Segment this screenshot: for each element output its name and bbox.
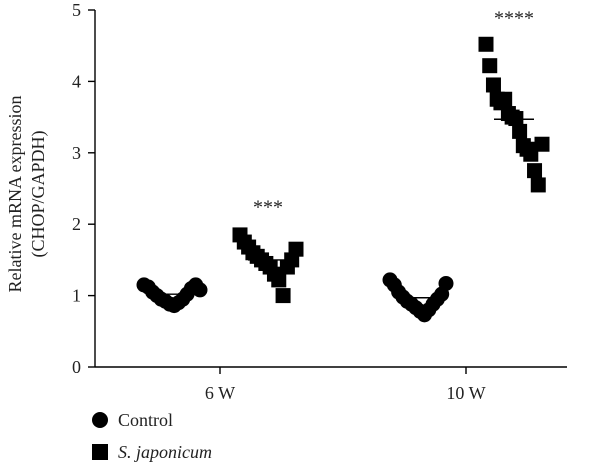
y-tick-label: 3 (72, 143, 81, 163)
legend-label-s-japonicum: S. japonicum (118, 442, 212, 462)
legend: Control S. japonicum (92, 410, 212, 462)
y-axis-label-line1: Relative mRNA expression (5, 96, 25, 293)
data-point-control (438, 275, 454, 291)
data-point-s-japonicum (288, 241, 304, 257)
y-tick-label: 0 (72, 357, 81, 377)
data-point-s-japonicum (530, 177, 546, 193)
y-tick-label: 5 (72, 0, 81, 20)
data-point-s-japonicum (512, 123, 528, 139)
significance-annotations: ******* (253, 7, 534, 218)
significance-label: **** (494, 7, 534, 29)
x-tick-label: 6 W (205, 383, 235, 403)
data-point-s-japonicum (527, 163, 543, 179)
legend-marker-s-japonicum (92, 444, 108, 460)
legend-marker-control (92, 412, 108, 428)
data-point-s-japonicum (485, 77, 501, 93)
axes: 0 1 2 3 4 5 6 W 10 W (72, 0, 567, 403)
data-point-s-japonicum (497, 91, 513, 107)
legend-label-control: Control (118, 410, 173, 430)
data-point-s-japonicum (478, 36, 494, 52)
y-tick-label: 1 (72, 286, 81, 306)
x-tick-label: 10 W (446, 383, 485, 403)
data-point-control (192, 282, 208, 298)
data-point-s-japonicum (275, 288, 291, 304)
y-tick-label: 4 (72, 71, 81, 91)
data-points (136, 36, 550, 323)
significance-label: *** (253, 196, 283, 218)
data-point-s-japonicum (508, 111, 524, 127)
y-axis-label-line2: (CHOP/GAPDH) (28, 130, 49, 257)
data-point-s-japonicum (482, 58, 498, 74)
data-point-s-japonicum (271, 272, 287, 288)
data-point-s-japonicum (534, 136, 550, 152)
y-tick-label: 2 (72, 214, 81, 234)
